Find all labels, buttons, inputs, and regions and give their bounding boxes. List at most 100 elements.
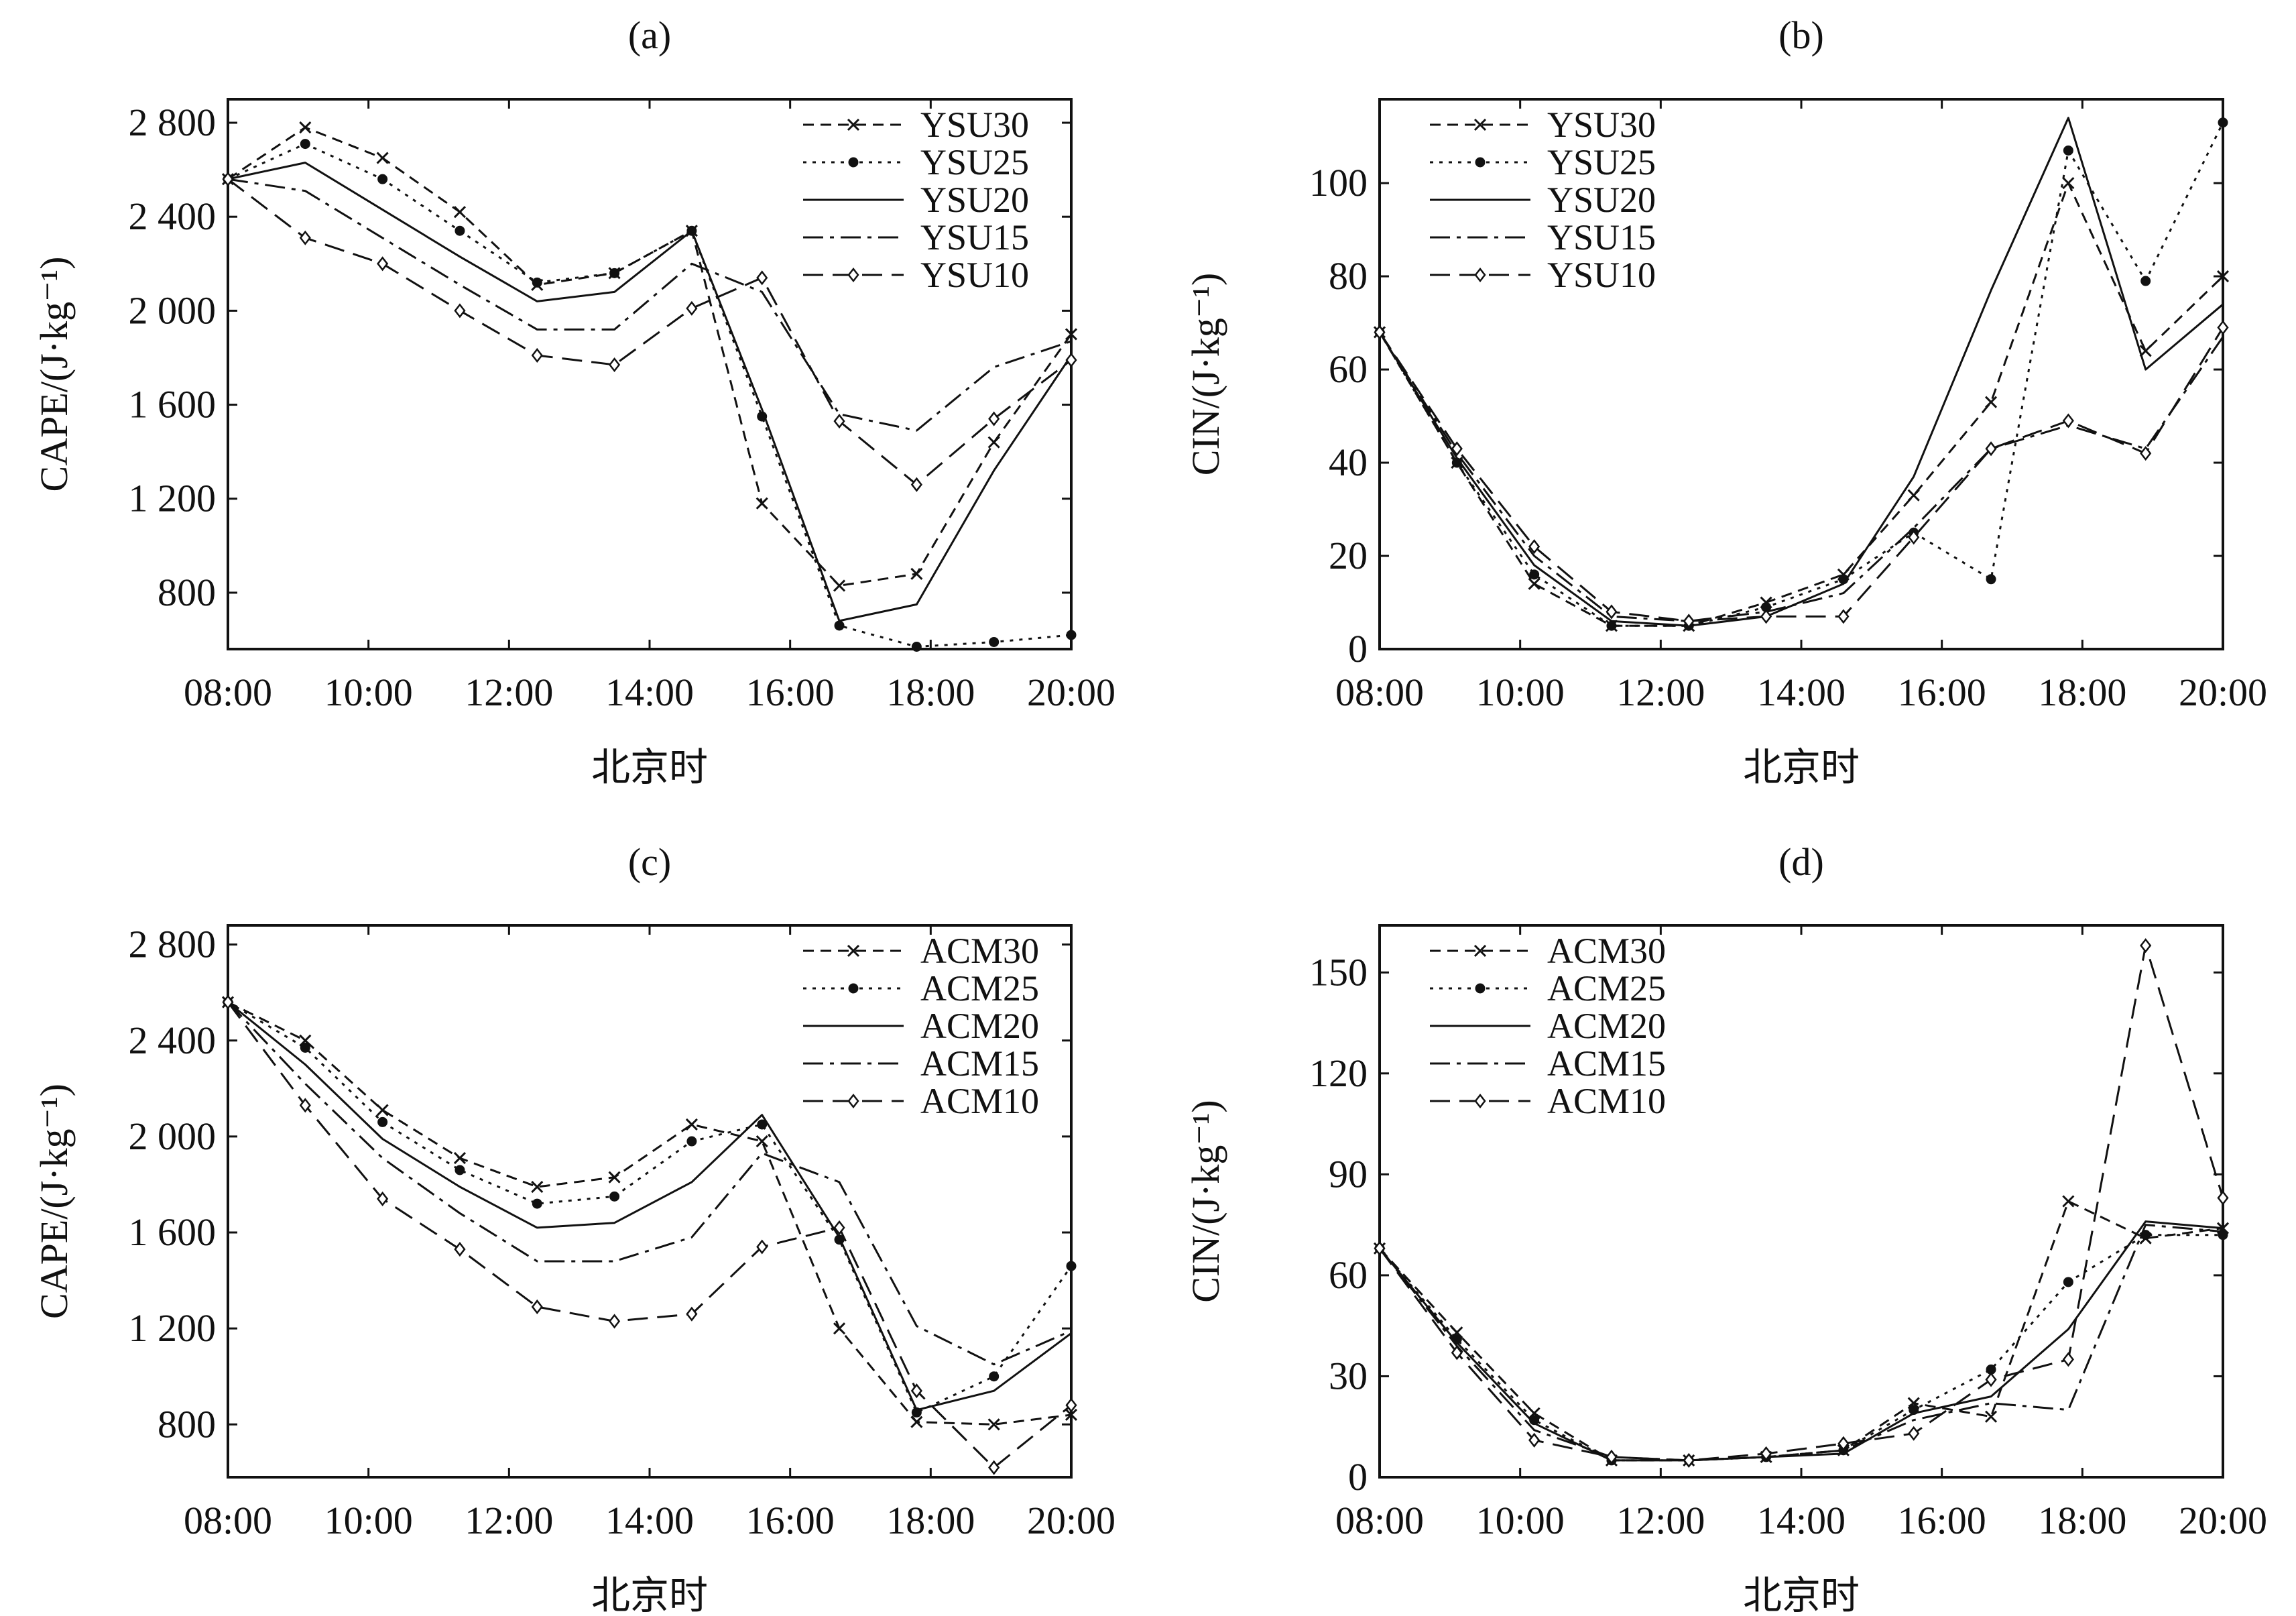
data-point — [1760, 609, 1772, 624]
data-point — [2140, 938, 2152, 954]
panel-label: (a) — [628, 13, 671, 57]
data-point — [608, 1171, 621, 1184]
data-point — [1985, 441, 1997, 457]
data-point — [455, 225, 465, 236]
x-tick-label: 08:00 — [184, 671, 272, 714]
legend-label: YSU10 — [920, 255, 1029, 295]
data-point — [1760, 1446, 1772, 1461]
legend-label: YSU15 — [1547, 217, 1656, 257]
series-line — [1378, 122, 2224, 627]
data-point — [1606, 620, 1617, 631]
x-axis-label: 北京时 — [591, 746, 708, 789]
data-point — [1065, 1397, 1077, 1413]
legend-marker — [1473, 118, 1487, 131]
y-tick-label: 800 — [158, 1402, 216, 1446]
panel-label: (c) — [628, 840, 671, 884]
series-line — [227, 178, 1072, 486]
data-point — [1066, 630, 1077, 640]
data-point — [609, 268, 620, 278]
x-axis-label: 北京时 — [591, 1574, 708, 1616]
series-YSU15 — [1378, 331, 2224, 622]
y-tick-label: 40 — [1329, 441, 1368, 484]
legend-label: YSU10 — [1547, 255, 1656, 295]
x-tick-label: 10:00 — [324, 671, 413, 714]
series-line — [1378, 182, 2224, 627]
data-point — [532, 277, 542, 288]
x-tick-label: 16:00 — [1898, 1499, 1986, 1542]
x-tick-label: 08:00 — [1335, 671, 1424, 714]
data-point — [1837, 609, 1850, 624]
data-point — [2062, 1195, 2075, 1208]
series-ACM20 — [227, 1001, 1072, 1411]
data-point — [1606, 1449, 1618, 1464]
y-tick-label: 150 — [1309, 950, 1368, 994]
series-line — [1378, 1220, 2224, 1462]
data-point — [1606, 604, 1618, 620]
data-point — [1066, 1261, 1077, 1271]
legend-marker — [1473, 944, 1487, 958]
legend-marker — [847, 267, 859, 283]
data-point — [1985, 1372, 1997, 1387]
data-point — [300, 139, 310, 150]
data-point — [988, 411, 1000, 426]
x-tick-label: 14:00 — [1757, 671, 1846, 714]
data-point — [1529, 569, 1540, 580]
series-line — [227, 1001, 1072, 1411]
data-point — [300, 1042, 310, 1053]
data-point — [299, 121, 312, 134]
data-point — [1984, 1410, 1998, 1423]
data-point — [987, 436, 1000, 449]
legend-label: ACM25 — [1547, 968, 1666, 1008]
y-tick-label: 0 — [1348, 627, 1368, 671]
data-point — [910, 1383, 922, 1399]
data-point — [1683, 1452, 1695, 1468]
data-point — [686, 1136, 697, 1147]
y-tick-label: 1 600 — [129, 383, 217, 426]
data-point — [608, 1314, 621, 1329]
data-point — [2217, 1190, 2229, 1206]
series-YSU15 — [227, 178, 1072, 432]
x-tick-label: 18:00 — [886, 1499, 975, 1542]
series-ACM30 — [221, 996, 1078, 1431]
data-point — [377, 1191, 389, 1206]
series-ACM20 — [1378, 1220, 2224, 1462]
legend-marker — [847, 1093, 859, 1109]
x-tick-label: 12:00 — [465, 671, 553, 714]
legend-marker — [847, 944, 860, 958]
x-tick-label: 12:00 — [1616, 671, 1705, 714]
x-tick-label: 20:00 — [2179, 671, 2267, 714]
data-point — [756, 497, 768, 510]
panel-label: (d) — [1778, 840, 1824, 884]
data-point — [756, 270, 768, 286]
legend-label: YSU25 — [1547, 142, 1656, 182]
data-point — [1908, 530, 1920, 545]
data-point — [1451, 441, 1463, 457]
data-point — [1528, 1432, 1540, 1448]
y-tick-label: 1 200 — [129, 477, 217, 520]
y-tick-label: 60 — [1329, 1253, 1368, 1297]
x-tick-label: 10:00 — [324, 1499, 413, 1542]
data-point — [833, 414, 845, 429]
x-tick-label: 14:00 — [1757, 1499, 1846, 1542]
legend-label: ACM15 — [1547, 1043, 1666, 1084]
data-point — [1451, 1345, 1463, 1361]
data-point — [222, 994, 234, 1010]
series-line — [227, 178, 1072, 432]
y-tick-label: 0 — [1348, 1455, 1368, 1499]
series-YSU20 — [227, 162, 1073, 622]
x-tick-label: 10:00 — [1476, 1499, 1565, 1542]
legend-label: ACM30 — [1547, 931, 1666, 971]
y-tick-label: 90 — [1329, 1152, 1368, 1196]
x-tick-label: 12:00 — [1616, 1499, 1705, 1542]
data-point — [299, 230, 311, 245]
series-YSU10 — [222, 172, 1077, 492]
data-point — [2217, 320, 2229, 335]
data-point — [1908, 1426, 1920, 1441]
chart-panel-0: (a) 800 1 200 1 600 2 000 2 400 2 800 08:00 10:0… — [32, 13, 1115, 789]
legend-label: ACM15 — [920, 1043, 1039, 1084]
data-point — [531, 1180, 544, 1194]
data-point — [910, 477, 922, 492]
x-axis-label: 北京时 — [1743, 746, 1860, 789]
x-tick-label: 08:00 — [1335, 1499, 1424, 1542]
